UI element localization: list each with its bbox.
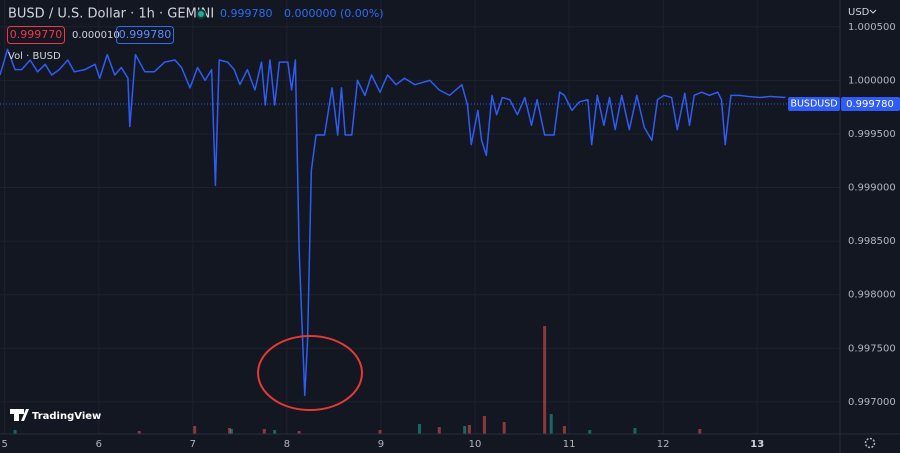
volume-label: Vol · BUSD bbox=[8, 51, 61, 62]
y-tick-label: 0.997000 bbox=[848, 397, 896, 408]
last-price: 0.999780 bbox=[220, 7, 273, 20]
price-tag-label: 0.999780 bbox=[846, 99, 894, 110]
x-tick-label: 9 bbox=[378, 439, 384, 450]
volume-bar bbox=[549, 414, 553, 434]
volume-bar bbox=[482, 416, 486, 434]
volume-bar bbox=[228, 428, 232, 434]
plot-layer bbox=[0, 48, 840, 397]
currency-chevron bbox=[869, 9, 877, 14]
volume-bar bbox=[437, 427, 441, 434]
volume-bar bbox=[543, 326, 547, 434]
x-tick-label: 11 bbox=[563, 439, 576, 450]
chart-title: BUSD / U.S. Dollar · 1h · GEMINI bbox=[8, 7, 214, 22]
currency-selector[interactable]: USD bbox=[848, 7, 870, 18]
brand: TradingView bbox=[32, 411, 101, 422]
x-tick-label: 6 bbox=[96, 439, 102, 450]
annotation-circle bbox=[257, 335, 363, 411]
volume-bar bbox=[378, 430, 382, 434]
status-dot bbox=[198, 11, 204, 17]
ask-price: 0.999780 bbox=[119, 28, 172, 41]
ask-box[interactable] bbox=[116, 26, 174, 44]
x-tick-label: 8 bbox=[284, 439, 290, 450]
x-tick-label: 12 bbox=[657, 439, 670, 450]
volume-bar bbox=[297, 431, 301, 434]
settings-icon[interactable] bbox=[864, 437, 876, 449]
volume-bar bbox=[588, 430, 592, 434]
spread: 0.000010 bbox=[72, 30, 120, 41]
volume-bar bbox=[13, 430, 17, 434]
grid bbox=[0, 0, 840, 434]
y-tick-label: 0.999500 bbox=[848, 129, 896, 140]
y-tick-label: 0.998000 bbox=[848, 290, 896, 301]
volume-bar bbox=[463, 426, 467, 434]
series-tag bbox=[788, 96, 840, 111]
volume-bar bbox=[273, 430, 277, 434]
price-change: 0.000000 (0.00%) bbox=[284, 7, 384, 20]
x-tick-label: 10 bbox=[469, 439, 482, 450]
volume-bar bbox=[137, 431, 141, 434]
price-tag bbox=[841, 96, 900, 111]
x-tick-label: 5 bbox=[2, 439, 8, 450]
volume-layer bbox=[13, 326, 702, 434]
logo-stem bbox=[14, 409, 19, 421]
volume-bar bbox=[562, 426, 566, 434]
volume-bar bbox=[262, 429, 266, 434]
y-tick-label: 0.997500 bbox=[848, 343, 896, 354]
volume-bar bbox=[633, 428, 637, 434]
volume-bar bbox=[698, 429, 702, 434]
volume-bar bbox=[229, 429, 233, 434]
y-tick-label: 1.000500 bbox=[848, 22, 896, 33]
y-tick-label: 1.000000 bbox=[848, 75, 896, 86]
volume-bar bbox=[193, 426, 197, 434]
x-tick-label: 7 bbox=[190, 439, 196, 450]
bid-price: 0.999770 bbox=[10, 28, 63, 41]
volume-bar bbox=[467, 425, 471, 434]
x-tick-label: 13 bbox=[750, 439, 764, 450]
y-tick-label: 0.999000 bbox=[848, 183, 896, 194]
series-tag-label: BUSDUSD bbox=[790, 98, 837, 109]
volume-bar bbox=[418, 424, 422, 434]
price-line bbox=[0, 48, 786, 397]
y-tick-label: 0.998500 bbox=[848, 236, 896, 247]
bid-box[interactable] bbox=[7, 26, 65, 44]
logo-slash bbox=[21, 409, 29, 421]
volume-bar bbox=[502, 422, 506, 434]
